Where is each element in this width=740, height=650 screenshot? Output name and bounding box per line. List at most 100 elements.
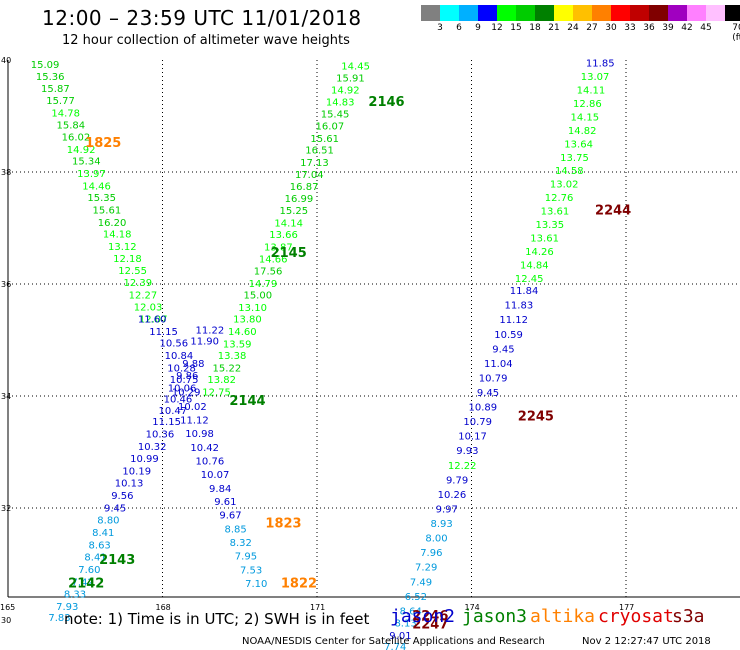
latitude-label: 40 [1,56,11,65]
swh-value: 9.79 [446,475,468,486]
swh-value: 7.60 [78,565,100,576]
track-time-label: 1823 [265,517,301,532]
swh-value: 13.12 [108,242,137,253]
track-time-label: 2142 [68,577,104,592]
color-scale-label: 33 [624,23,636,33]
swh-value: 15.91 [336,73,365,84]
color-swatch [687,5,706,21]
satellite-legend-s3a: s3a [672,606,705,627]
swh-value: 13.02 [550,180,579,191]
swh-value: 7.53 [240,566,262,577]
swh-value: 7.74 [384,642,406,650]
longitude-label: 174 [465,603,480,612]
color-scale-label: 70 (ft) [732,23,740,43]
swh-value: 7.96 [420,548,442,559]
swh-value: 14.78 [51,109,80,120]
swh-value: 13.59 [223,339,252,350]
swh-value: 15.36 [36,72,65,83]
color-scale-label: 3 [437,23,443,33]
swh-value: 8.13 [394,619,416,630]
latitude-label: 38 [1,168,11,177]
latitude-label: 36 [1,280,11,289]
swh-value: 8.32 [230,538,252,549]
swh-value: 6.52 [405,592,427,603]
swh-value: 7.29 [415,563,437,574]
color-scale-label: 30 [605,23,617,33]
swh-value: 13.61 [530,233,559,244]
swh-value: 13.66 [269,230,298,241]
swh-value: 12.86 [573,99,602,110]
swh-value: 9.45 [477,388,499,399]
swh-value: 14.83 [326,97,355,108]
longitude-label: 171 [310,603,325,612]
swh-value: 15.84 [57,120,86,131]
swh-value: 14.45 [341,62,370,73]
swh-value: 10.47 [158,406,187,417]
swh-value: 15.61 [310,134,339,145]
color-scale-label: 24 [567,23,579,33]
swh-value: 9.45 [492,344,514,355]
swh-value: 10.76 [196,456,225,467]
color-swatch [649,5,668,21]
swh-value: 10.13 [115,479,144,490]
swh-value: 9.86 [176,371,198,382]
swh-value: 8.63 [89,540,111,551]
longitude-label: 165 [0,603,15,612]
color-scale-label: 27 [586,23,598,33]
swh-value: 7.95 [235,552,257,563]
swh-value: 13.87 [264,242,293,253]
swh-value: 11.22 [196,325,225,336]
swh-value: 13.07 [581,72,610,83]
swh-value: 8.33 [64,590,86,601]
swh-value: 12.45 [515,274,544,285]
swh-value: 10.17 [458,432,487,443]
swh-value: 11.04 [484,359,513,370]
swh-value: 13.35 [535,220,564,231]
swh-value: 11.85 [586,59,615,70]
swh-value: 9.88 [182,359,204,370]
swh-value: 7.10 [245,579,267,590]
color-scale-label: 18 [529,23,541,33]
swh-value: 8.41 [84,553,106,564]
swh-value: 9.84 [209,484,231,495]
color-scale-labels: 36912151821242730333639424570 (ft) [421,23,740,43]
color-swatch [478,5,497,21]
swh-value: 7.93 [56,602,78,613]
swh-value: 10.19 [122,466,151,477]
color-swatch [611,5,630,21]
swh-value: 15.77 [46,96,75,107]
track-time-label: 2247 [412,617,448,632]
swh-value: 10.75 [170,375,199,386]
swh-value: 7.42 [72,577,94,588]
swh-value: 17.13 [300,158,329,169]
swh-value: 17.56 [254,266,283,277]
swh-value: 13.61 [541,207,570,218]
track-time-label: 2145 [271,246,307,261]
color-scale-label: 15 [510,23,522,33]
swh-value: 13.10 [238,303,267,314]
swh-value: 11.15 [149,327,178,338]
swh-value: 8.85 [224,525,246,536]
swh-value: 10.29 [172,387,201,398]
swh-value: 10.84 [165,351,194,362]
track-time-label: 2246 [412,609,448,624]
swh-value: 16.02 [62,133,91,144]
swh-value: 12.55 [118,266,147,277]
swh-value: 14.92 [331,86,360,97]
map-grid [7,60,740,598]
swh-value: 8.93 [430,519,452,530]
swh-value: 13.64 [564,139,593,150]
chart-subtitle: 12 hour collection of altimeter wave hei… [62,33,350,48]
satellite-legend-jason2: jason2 [390,606,456,627]
longitude-label: 168 [156,603,171,612]
swh-value: 9.93 [456,446,478,457]
swh-value: 8.00 [425,534,447,545]
swh-value: 11.15 [152,417,181,428]
swh-value: 14.14 [274,218,303,229]
color-swatch [725,5,740,21]
color-swatch [573,5,592,21]
generated-timestamp: Nov 2 12:27:47 UTC 2018 [582,636,711,647]
footer-note: note: 1) Time is in UTC; 2) SWH is in fe… [64,610,370,628]
swh-value: 10.98 [185,429,214,440]
credit-line: NOAA/NESDIS Center for Satellite Applica… [242,636,545,647]
